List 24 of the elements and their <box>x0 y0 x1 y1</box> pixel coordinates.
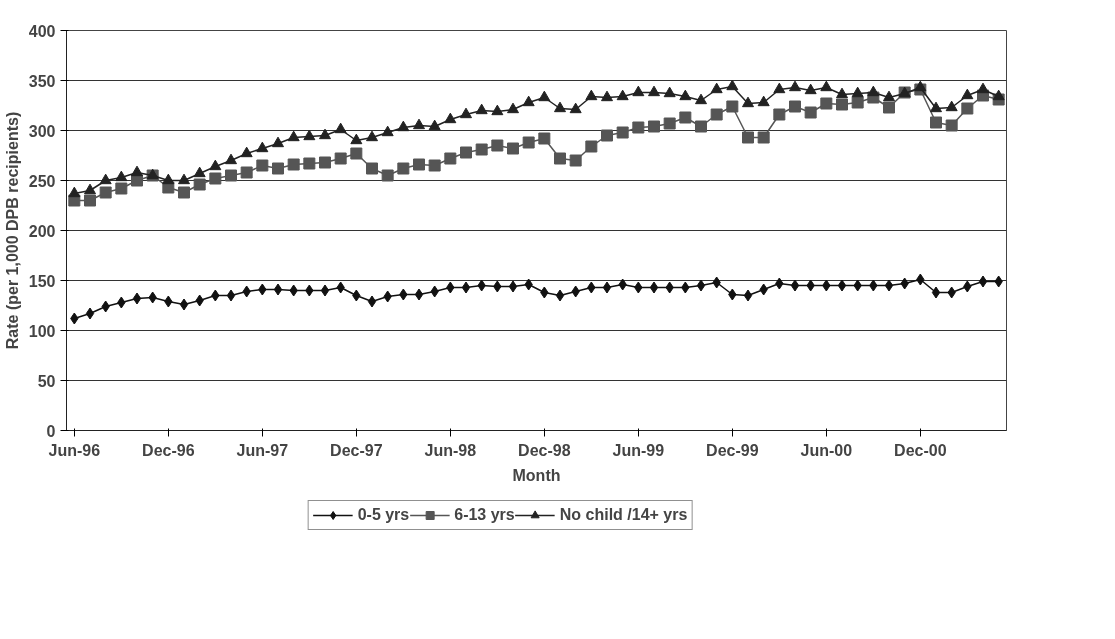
x-tick-label: Dec-98 <box>518 441 571 459</box>
y-tick-label: 200 <box>28 222 56 240</box>
y-tick-label: 0 <box>46 422 56 440</box>
y-tick-label: 150 <box>28 272 56 290</box>
y-tick-label: 250 <box>28 172 56 190</box>
x-tick-label: Jun-97 <box>236 441 289 459</box>
x-tick-label: Dec-00 <box>894 441 947 459</box>
legend-label: No child /14+ yrs <box>559 506 688 524</box>
legend-label: 0-5 yrs <box>357 506 410 524</box>
legend-label: 6-13 yrs <box>454 506 515 524</box>
x-tick-label: Dec-97 <box>330 441 383 459</box>
y-tick-label: 350 <box>28 72 56 90</box>
x-tick-label: Jun-96 <box>48 441 101 459</box>
y-tick-label: 100 <box>28 322 56 340</box>
x-tick-label: Jun-99 <box>612 441 665 459</box>
y-tick-label: 300 <box>28 122 56 140</box>
x-axis-title: Month <box>512 466 561 484</box>
y-tick-label: 50 <box>37 372 56 390</box>
x-tick-label: Jun-98 <box>424 441 477 459</box>
x-tick-label: Dec-99 <box>706 441 759 459</box>
x-tick-label: Jun-00 <box>800 441 853 459</box>
y-axis-title: Rate (per 1,000 DPB recipients) <box>3 111 21 350</box>
x-tick-label: Dec-96 <box>142 441 195 459</box>
y-tick-label: 400 <box>28 22 56 40</box>
